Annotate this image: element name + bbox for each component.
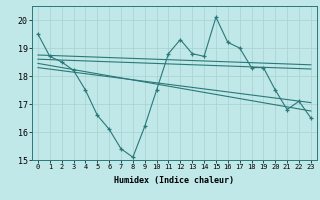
X-axis label: Humidex (Indice chaleur): Humidex (Indice chaleur) xyxy=(115,176,234,185)
